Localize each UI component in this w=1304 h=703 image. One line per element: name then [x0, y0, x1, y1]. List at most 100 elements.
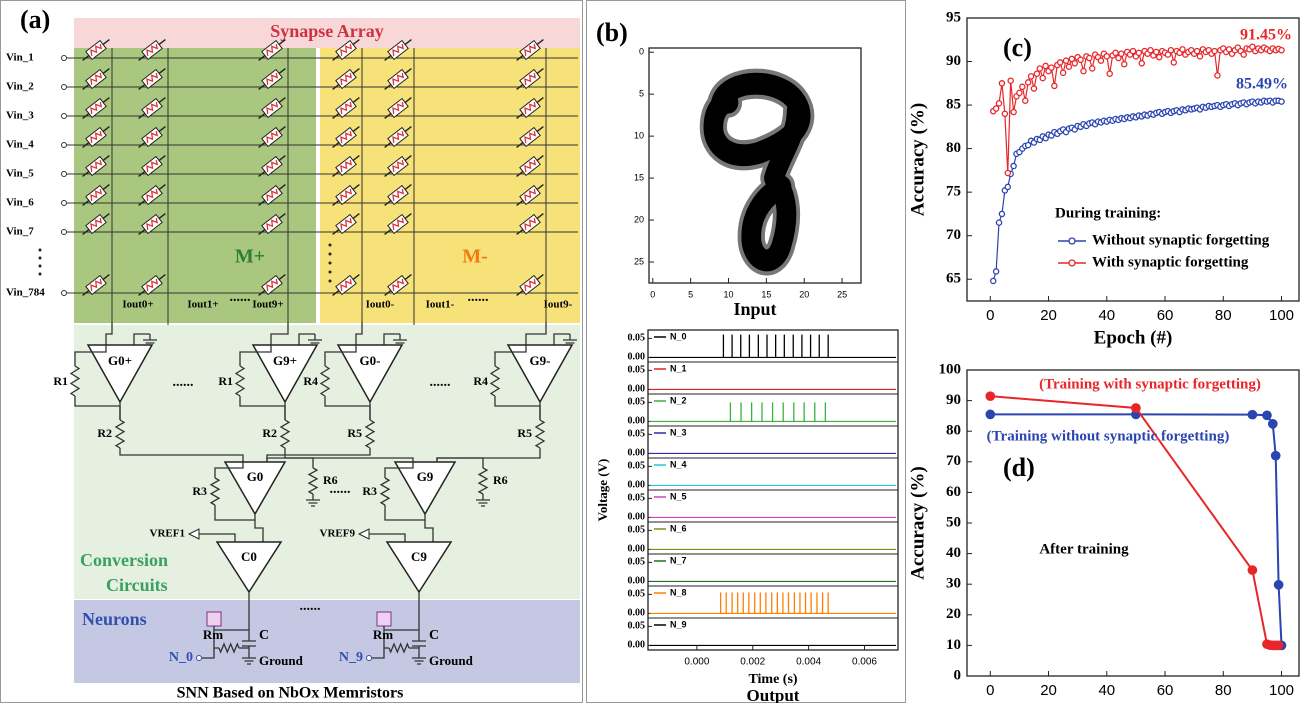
comparator — [215, 541, 283, 594]
data-point — [1010, 108, 1017, 116]
memristor — [258, 125, 286, 149]
data-point — [1097, 57, 1105, 64]
ground-symbol — [242, 652, 256, 665]
wire — [199, 533, 236, 542]
data-point — [1278, 46, 1285, 54]
memristor-zigzag — [340, 101, 353, 114]
input-label: Vin_2 — [6, 81, 34, 93]
memristor — [138, 273, 166, 297]
wire — [525, 322, 547, 345]
y-tick-label: 0.00 — [628, 384, 646, 395]
memristor — [138, 38, 166, 62]
x-tick-label: 0 — [986, 307, 994, 324]
memristor-zigzag — [524, 43, 537, 56]
y-tick-label: 5 — [639, 89, 644, 99]
resistor-label: R5 — [517, 426, 532, 440]
y-tick-label: 10 — [634, 131, 644, 141]
input-dots — [38, 243, 332, 283]
amplifier-label: G9 — [417, 469, 434, 484]
y-tick-label: 40 — [946, 545, 961, 561]
y-tick-label: 0 — [639, 47, 644, 57]
conversion-label: Conversion — [80, 550, 168, 570]
amplifier-label: G0 — [247, 469, 264, 484]
x-tick-label: 0 — [986, 682, 994, 699]
neuron-terminal — [366, 655, 372, 661]
wire — [319, 365, 331, 397]
memristor-zigzag — [146, 43, 159, 56]
resistor-label: R2 — [97, 426, 112, 440]
data-point — [1019, 83, 1026, 91]
data-point — [1273, 640, 1284, 651]
data-point — [1048, 64, 1055, 71]
ellipsis: ...... — [330, 482, 351, 497]
wire — [239, 345, 272, 366]
wire — [270, 322, 289, 345]
wire — [534, 419, 546, 449]
data-point — [1214, 72, 1221, 79]
memristor-zigzag — [266, 43, 279, 56]
data-point — [1164, 51, 1172, 58]
wire — [307, 467, 319, 495]
memristor-zigzag — [392, 159, 405, 172]
data-point — [1155, 53, 1163, 61]
data-point — [1042, 62, 1049, 70]
memristor-zigzag — [392, 278, 405, 291]
digit-image — [699, 68, 815, 276]
y-tick-label: 0.05 — [628, 589, 646, 600]
input-label: Vin_1 — [6, 52, 34, 64]
input-terminal — [61, 113, 67, 119]
y-tick-label: 75 — [946, 184, 961, 200]
input-label: Vin_7 — [6, 226, 34, 238]
neuron-region — [74, 600, 580, 683]
input-terminal — [61, 290, 67, 296]
capacitor-label: C — [259, 628, 269, 643]
y-tick-label: 0.05 — [628, 557, 646, 568]
wire — [119, 452, 244, 462]
neuron-label: N_0 — [169, 650, 193, 665]
data-point — [989, 277, 997, 285]
memristor — [384, 212, 412, 236]
y-tick-label: 70 — [946, 453, 961, 469]
data-point — [1138, 60, 1145, 67]
legend-label: With synaptic forgetting — [1092, 254, 1249, 270]
ground-symbol — [306, 494, 320, 507]
wire — [209, 477, 221, 506]
plot-frame — [648, 47, 862, 284]
resistor-label: R1 — [53, 374, 68, 388]
memristor-zigzag — [340, 159, 353, 172]
synapse-title: Synapse Array — [270, 21, 384, 41]
memristor-zigzag — [90, 188, 103, 201]
data-point — [1106, 70, 1113, 77]
data-point — [1167, 46, 1175, 54]
wire — [133, 333, 150, 345]
comparator-label: C0 — [241, 549, 257, 564]
output-label: Iout1- — [426, 299, 455, 311]
input-label: Vin_3 — [6, 110, 34, 122]
memristor-zigzag — [146, 159, 159, 172]
threshold-switch — [376, 611, 392, 627]
input-terminal — [61, 200, 67, 206]
memristor-zigzag — [392, 217, 405, 230]
data-point — [1027, 73, 1035, 80]
wire — [201, 648, 215, 659]
data-point — [1270, 450, 1281, 461]
x-tick-label: 40 — [1098, 307, 1115, 324]
memristor — [82, 125, 110, 149]
input-terminal — [61, 229, 67, 235]
ground-symbol — [563, 334, 577, 347]
rm-label: Rm — [373, 627, 393, 642]
conversion-label: Circuits — [106, 575, 168, 595]
input-terminal — [61, 171, 67, 177]
data-point — [998, 80, 1006, 87]
memristor — [332, 212, 360, 236]
wire — [355, 322, 363, 345]
x-tick-label: 5 — [688, 289, 693, 299]
memristor — [82, 183, 110, 207]
m-minus-label: M- — [462, 246, 488, 268]
y-tick-label: 0.00 — [628, 448, 646, 459]
y-tick-label: 0.00 — [628, 512, 646, 523]
memristor-zigzag — [266, 188, 279, 201]
memristor — [138, 183, 166, 207]
memristor-zigzag — [392, 130, 405, 143]
